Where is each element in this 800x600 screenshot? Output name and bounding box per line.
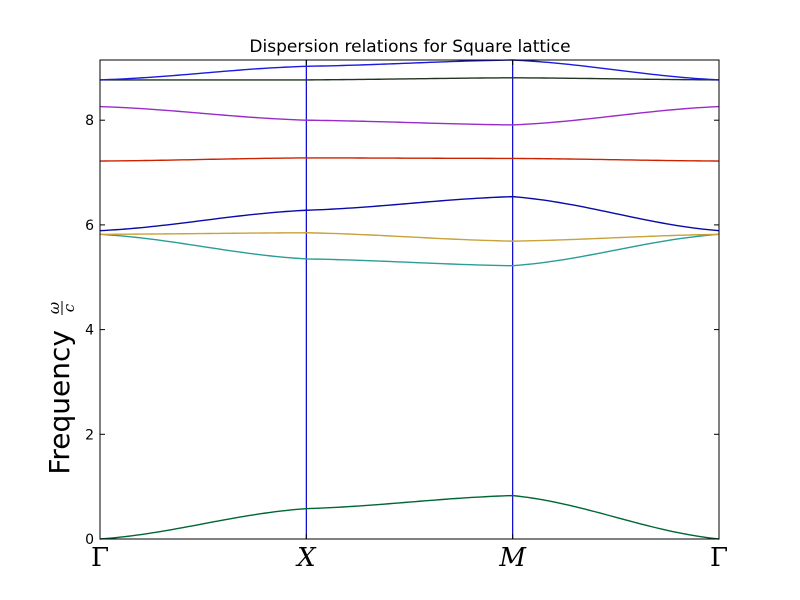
- y-tick-label-2: 2: [85, 427, 94, 443]
- y-axis-label-text: Frequency: [43, 330, 76, 475]
- y-axis-label-fraction: ω c: [45, 301, 78, 315]
- y-axis-label: Frequency ω c: [43, 301, 78, 475]
- x-tick-label-2: M: [498, 543, 527, 573]
- x-tick-label-0: Γ: [91, 543, 109, 573]
- y-tick-label-8: 8: [85, 113, 94, 129]
- series-line-5: [100, 157, 719, 162]
- y-tick-label-6: 6: [85, 218, 94, 234]
- y-axis-label-numerator: ω: [45, 302, 63, 314]
- chart-title: Dispersion relations for Square lattice: [249, 37, 570, 57]
- y-tick-label-0: 0: [85, 532, 94, 548]
- x-tick-label-3: Γ: [710, 543, 728, 573]
- series-line-7: [100, 77, 719, 81]
- x-tick-label-1: X: [295, 543, 317, 573]
- series-line-4: [100, 195, 719, 232]
- plot-area: 0 2 4 6 8 Γ X M Γ: [85, 59, 728, 573]
- series-line-8: [100, 59, 719, 81]
- series-line-1: [100, 494, 719, 540]
- series-line-3: [100, 232, 719, 242]
- series-line-6: [100, 105, 719, 126]
- plot-frame: [99, 59, 720, 540]
- series-line-2: [100, 233, 719, 267]
- series-group: [100, 59, 719, 540]
- y-tick-label-4: 4: [85, 323, 94, 339]
- y-axis-label-denominator: c: [60, 303, 78, 312]
